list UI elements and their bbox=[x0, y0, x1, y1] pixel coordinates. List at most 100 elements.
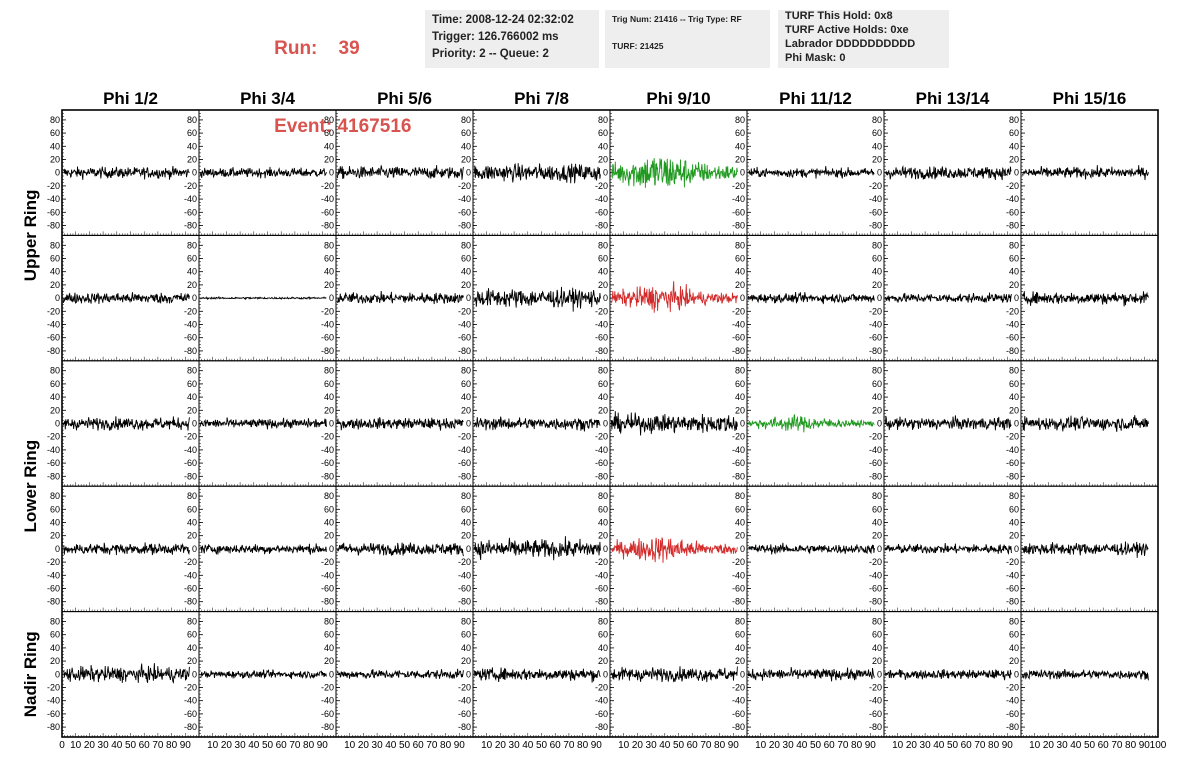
y-tick-label: -20 bbox=[321, 683, 334, 693]
chart-labels: 80 60 40 20 0 -20 -40 -60 -80 80 60 40 20 0 -20 -40 -60 -… bbox=[21, 89, 1167, 751]
ring-label: Lower Ring bbox=[21, 440, 40, 533]
y-tick-label: 0 bbox=[603, 293, 608, 303]
y-tick-label: 80 bbox=[187, 240, 197, 250]
y-tick-label: 80 bbox=[1009, 366, 1019, 376]
run-line: Run: 39 bbox=[253, 10, 411, 88]
waveform-trace bbox=[748, 166, 875, 179]
y-tick-label: 0 bbox=[192, 544, 197, 554]
x-tick-label: 70 bbox=[837, 740, 849, 751]
y-tick-label: 80 bbox=[50, 240, 60, 250]
x-tick-label: 40 bbox=[522, 740, 534, 751]
y-tick-label: -80 bbox=[869, 346, 882, 356]
y-tick-label: -60 bbox=[869, 333, 882, 343]
x-tick-label: 70 bbox=[289, 740, 301, 751]
run-event-header: Run: 39 Event: 4167516 bbox=[253, 10, 411, 166]
y-tick-label: -60 bbox=[869, 709, 882, 719]
y-tick-label: -20 bbox=[869, 432, 882, 442]
y-tick-label: -40 bbox=[47, 320, 60, 330]
y-tick-label: 60 bbox=[598, 630, 608, 640]
waveform-trace bbox=[336, 668, 464, 680]
waveform-trace bbox=[610, 537, 738, 563]
y-tick-label: -20 bbox=[321, 432, 334, 442]
y-tick-label: -80 bbox=[184, 471, 197, 481]
y-tick-label: 60 bbox=[50, 504, 60, 514]
y-tick-label: 80 bbox=[598, 366, 608, 376]
y-tick-label: 60 bbox=[50, 254, 60, 264]
y-tick-label: 40 bbox=[1009, 392, 1019, 402]
waveform-trace bbox=[884, 668, 1012, 681]
y-tick-label: -40 bbox=[595, 320, 608, 330]
y-tick-label: 0 bbox=[466, 293, 471, 303]
y-tick-label: -80 bbox=[47, 346, 60, 356]
y-tick-label: -60 bbox=[1006, 709, 1019, 719]
x-tick-label: 60 bbox=[276, 740, 288, 751]
x-tick-label: 30 bbox=[920, 740, 932, 751]
y-tick-label: -20 bbox=[1006, 181, 1019, 191]
x-tick-label: 40 bbox=[111, 740, 123, 751]
y-tick-label: 40 bbox=[324, 392, 334, 402]
y-tick-label: -60 bbox=[458, 584, 471, 594]
x-tick-label: 20 bbox=[632, 740, 644, 751]
event-label: Event: bbox=[274, 116, 333, 137]
y-tick-label: 40 bbox=[735, 267, 745, 277]
waveform-trace bbox=[473, 163, 601, 184]
x-tick-label: 50 bbox=[673, 740, 685, 751]
y-tick-label: 20 bbox=[735, 280, 745, 290]
waveform-trace bbox=[336, 290, 464, 305]
y-tick-label: -60 bbox=[1006, 458, 1019, 468]
y-tick-label: 0 bbox=[1014, 669, 1019, 679]
x-tick-label: 80 bbox=[577, 740, 589, 751]
waveform-trace bbox=[336, 165, 464, 180]
x-tick-label: 80 bbox=[851, 740, 863, 751]
y-tick-label: 0 bbox=[329, 669, 334, 679]
y-tick-label: -60 bbox=[732, 584, 745, 594]
y-tick-label: -40 bbox=[184, 320, 197, 330]
y-tick-label: -60 bbox=[732, 333, 745, 343]
y-tick-label: 20 bbox=[872, 405, 882, 415]
y-tick-label: 60 bbox=[872, 379, 882, 389]
y-tick-label: 40 bbox=[324, 518, 334, 528]
phi-column-label: Phi 13/14 bbox=[916, 89, 990, 108]
y-tick-label: 60 bbox=[461, 504, 471, 514]
turf-num-text: TURF: 21425 bbox=[612, 41, 664, 51]
waveform-trace bbox=[1021, 541, 1149, 558]
y-tick-label: -60 bbox=[458, 709, 471, 719]
y-tick-label: -80 bbox=[458, 346, 471, 356]
y-tick-label: 20 bbox=[461, 280, 471, 290]
y-tick-label: 0 bbox=[603, 419, 608, 429]
y-tick-label: 20 bbox=[324, 656, 334, 666]
y-tick-label: 20 bbox=[872, 531, 882, 541]
y-tick-label: 80 bbox=[324, 240, 334, 250]
y-tick-label: -20 bbox=[869, 557, 882, 567]
y-tick-label: 0 bbox=[55, 293, 60, 303]
turf-hold-text: TURF This Hold: 0x8 bbox=[785, 10, 893, 22]
y-tick-label: 40 bbox=[598, 267, 608, 277]
y-tick-label: 80 bbox=[735, 240, 745, 250]
y-tick-label: 40 bbox=[735, 392, 745, 402]
labrador-text: Labrador DDDDDDDDDD bbox=[785, 38, 916, 50]
y-tick-label: -20 bbox=[458, 181, 471, 191]
waveform-trace bbox=[473, 536, 601, 561]
y-tick-label: 20 bbox=[324, 531, 334, 541]
y-tick-label: -20 bbox=[595, 181, 608, 191]
y-tick-label: 40 bbox=[872, 643, 882, 653]
y-tick-label: -20 bbox=[184, 683, 197, 693]
y-tick-label: -60 bbox=[47, 333, 60, 343]
y-tick-label: 40 bbox=[735, 643, 745, 653]
y-tick-label: 40 bbox=[461, 267, 471, 277]
y-tick-label: 60 bbox=[735, 504, 745, 514]
run-value: 39 bbox=[338, 38, 360, 59]
y-tick-label: 80 bbox=[187, 617, 197, 627]
y-tick-label: 20 bbox=[324, 155, 334, 165]
time-text: Time: 2008-12-24 02:32:02 bbox=[432, 14, 574, 26]
y-tick-label: -40 bbox=[869, 194, 882, 204]
x-tick-label: 60 bbox=[139, 740, 151, 751]
y-tick-label: 20 bbox=[324, 405, 334, 415]
phi-column-label: Phi 15/16 bbox=[1053, 89, 1127, 108]
y-tick-label: -40 bbox=[321, 696, 334, 706]
y-tick-label: 60 bbox=[187, 254, 197, 264]
y-tick-label: 60 bbox=[872, 504, 882, 514]
waveform-trace bbox=[611, 158, 738, 188]
y-tick-label: -40 bbox=[184, 194, 197, 204]
